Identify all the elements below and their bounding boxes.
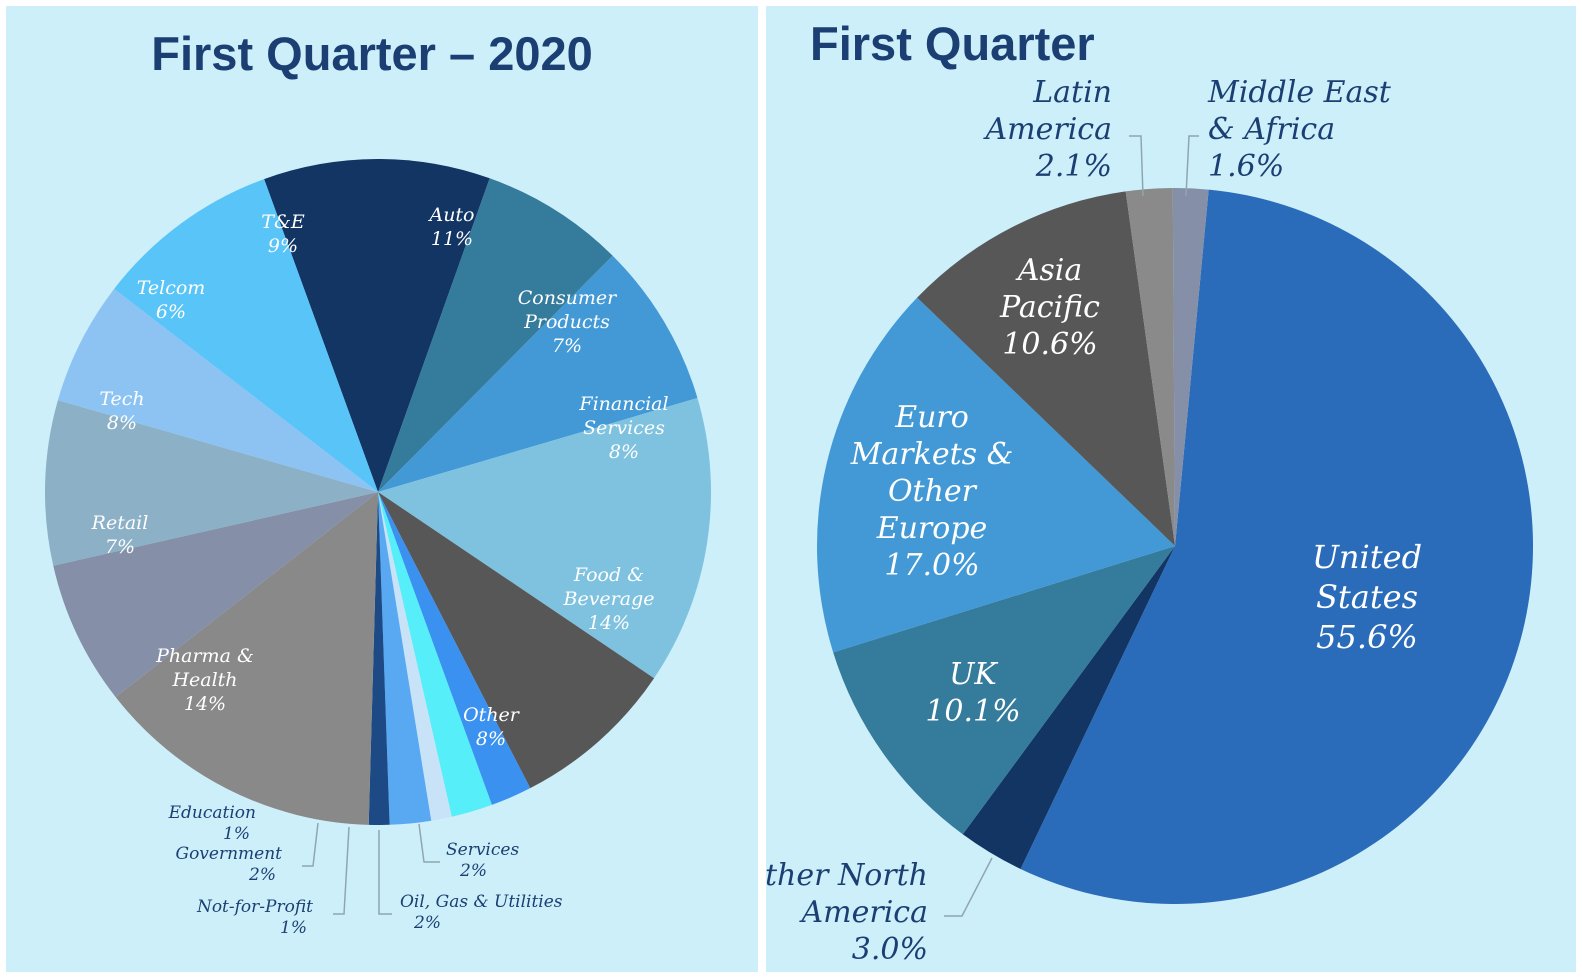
pie-slice-euro-markets-and-other-europe [817, 297, 1175, 653]
slice-label-government: Government [175, 844, 282, 864]
slice-label-euro-markets-and-other-europe: Euro Markets & Other Europe 17.0% [850, 400, 1014, 583]
pie-chart-panel-industry: First Quarter – 2020 Auto 11% Consumer Prod… [6, 6, 758, 972]
pie-slice-latin-america [1125, 188, 1175, 546]
slice-label-food-and-beverage: Food & Beverage 14% [562, 564, 654, 634]
slice-label-not-for-profit: Not-for-Profit [196, 897, 313, 917]
pie-slice-financial-services [378, 255, 698, 492]
leader-line-oil-gas-utilities [378, 830, 392, 915]
pie-slice-asia-pacific [917, 191, 1175, 546]
pie-slice-middle-east-and-africa [1172, 188, 1209, 546]
slice-label-other: Other 8% [463, 704, 521, 750]
pie-slice-auto [264, 158, 490, 492]
pie-slice-other-north-america [962, 546, 1175, 869]
pie-slice-education [368, 492, 390, 826]
slice-label-education-pct: 1% [223, 824, 250, 844]
chart-title: First Quarter – 2020 [151, 27, 593, 80]
slice-label-retail: Retail 7% [91, 512, 149, 558]
pie-slice-not-for-profit [378, 492, 452, 821]
pie-slice-government [378, 492, 432, 825]
pie-slice-retail [53, 492, 378, 698]
slice-label-tande: T&E 9% [261, 211, 305, 257]
slice-label-pharma-and-health: Pharma & Health 14% [155, 645, 254, 715]
pie-slice-food-and-beverage [378, 397, 711, 679]
slice-label-consumer-products: Consumer Products 7% [518, 287, 618, 357]
chart-title: First Quarter [810, 17, 1095, 70]
leader-line-latin-america [1129, 135, 1144, 197]
slice-label-uk: UK 10.1% [925, 657, 1020, 729]
slice-label-oil-gas-and-utilities: Oil, Gas & Utilities [400, 892, 563, 912]
pie-slice-uk [833, 546, 1175, 835]
slice-label-financial-services: Financial Services 8% [578, 393, 668, 463]
slice-label-united-states: United States 55.6% [1312, 538, 1422, 656]
pie-slice-oil-gas-and-utilities [378, 492, 492, 817]
industry-pie-chart: First Quarter – 2020 Auto 11% Consumer Prod… [45, 27, 711, 938]
leader-line-not-for-profit [333, 826, 350, 915]
slice-label-not-for-profit-pct: 1% [280, 918, 307, 938]
slice-label-education: Education [168, 803, 256, 823]
slice-label-latin-america: Latin America 2.1% [983, 75, 1113, 184]
pie-slice-consumer-products [378, 178, 613, 493]
leader-line-other-north-america [944, 857, 993, 917]
pie-slice-services [378, 492, 531, 805]
slice-label-telcom: Telcom 6% [137, 277, 206, 323]
slice-label-oil-gas-and-utilities-pct: 2% [413, 913, 441, 933]
pie-slice-tande [114, 179, 379, 492]
pie-slice-telcom [57, 288, 379, 492]
pie-slice-united-states [1020, 189, 1534, 905]
pie-slice-other [378, 492, 655, 789]
slice-label-middle-east-and-africa: Middle East & Africa 1.6% [1207, 75, 1392, 184]
slice-label-government-pct: 2% [248, 865, 276, 885]
pie-slice-pharma-and-health [115, 492, 378, 825]
slice-label-asia-pacific: Asia Pacific 10.6% [999, 253, 1100, 362]
pie-slice-tech [45, 400, 379, 566]
leader-line-services [418, 823, 440, 863]
leader-line-middle-east-africa [1185, 135, 1199, 197]
slice-label-auto: Auto 11% [427, 204, 474, 250]
slice-label-tech: Tech 8% [99, 388, 144, 434]
leader-line-government [302, 822, 319, 867]
slice-label-services: Services [446, 840, 519, 860]
slice-label-services-pct: 2% [459, 861, 487, 881]
